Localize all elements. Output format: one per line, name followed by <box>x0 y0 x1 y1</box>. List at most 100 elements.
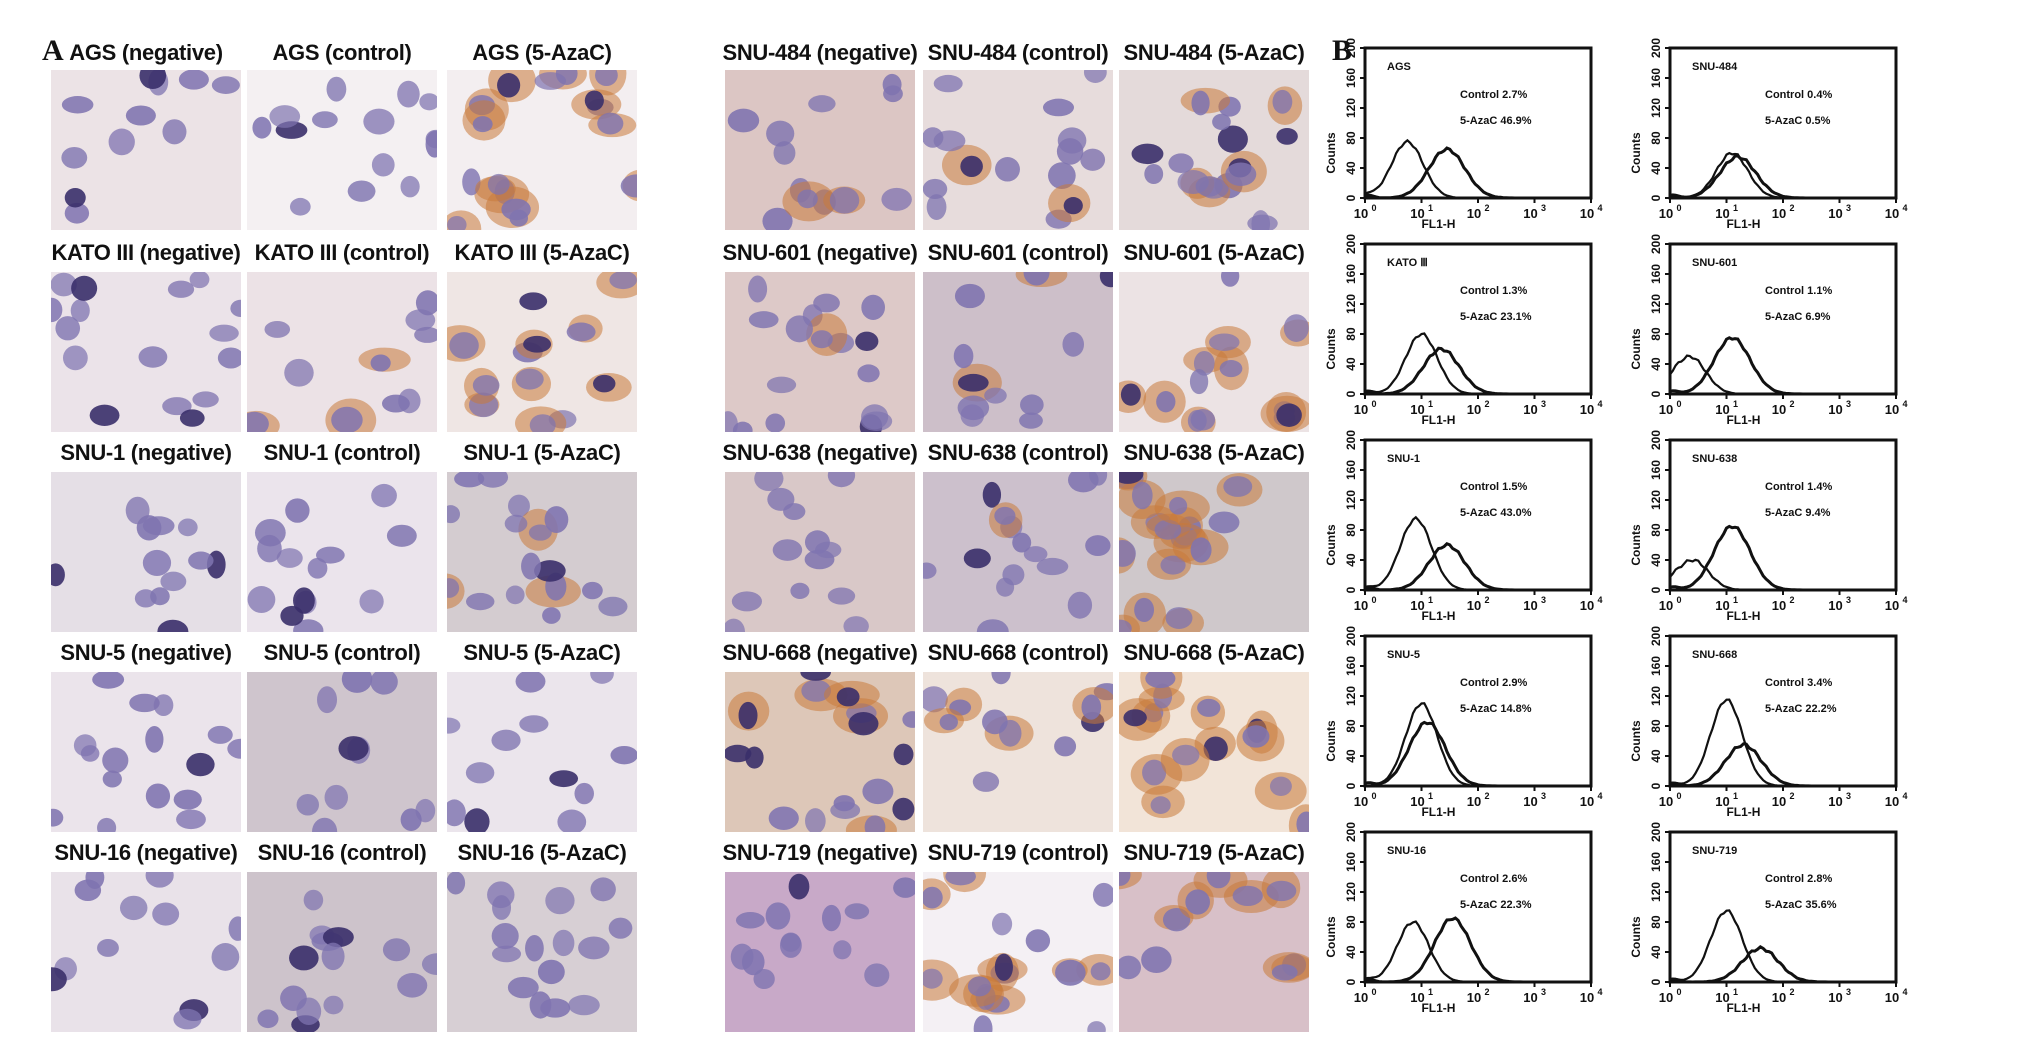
right-micrograph-r5-c1 <box>725 872 915 1032</box>
cell-nucleus <box>923 886 943 909</box>
y-tick-label: 40 <box>1649 749 1663 763</box>
x-axis-label: FL1-H <box>1726 609 1760 623</box>
y-axis-label: Counts <box>1324 720 1338 762</box>
cell-nucleus <box>1266 880 1297 902</box>
cell-nucleus <box>400 175 420 198</box>
y-tick-label: 200 <box>1649 626 1663 646</box>
cell-nucleus <box>582 581 603 600</box>
cell-nucleus <box>1087 1021 1106 1032</box>
y-tick-label: 120 <box>1344 294 1358 314</box>
cell-nucleus <box>521 552 541 580</box>
cell-nucleus <box>316 546 345 564</box>
histogram-10: 0 40 80 120 160 200 Counts 10 0 10 1 10 2 10 3 10 4 FL1-H… <box>1625 822 1921 1037</box>
left-caption-r5-c2: SNU-16 (control) <box>257 840 427 865</box>
x-tick-label: 10 <box>1410 402 1424 417</box>
cell-nucleus <box>359 589 384 614</box>
cell-nucleus <box>371 153 395 177</box>
x-tick-exponent: 0 <box>1371 399 1376 409</box>
cell-nucleus <box>984 387 1007 404</box>
y-tick-label: 80 <box>1344 327 1358 341</box>
right-caption-r4-c1: SNU-668 (negative) <box>722 640 918 665</box>
cell-nucleus <box>97 817 117 832</box>
cell-nucleus <box>491 945 522 963</box>
cell-nucleus <box>51 808 64 827</box>
cell-nucleus <box>472 375 500 396</box>
cell-nucleus <box>447 578 460 598</box>
x-tick-label: 10 <box>1354 206 1368 221</box>
cell-nucleus <box>64 188 86 208</box>
cell-nucleus <box>957 373 989 392</box>
cell-nucleus <box>976 619 1009 632</box>
cell-nucleus <box>326 76 347 102</box>
cell-nucleus <box>269 105 301 128</box>
x-tick-exponent: 0 <box>1676 595 1681 605</box>
cell-nucleus <box>1019 412 1043 429</box>
cell-nucleus <box>765 413 786 432</box>
x-tick-exponent: 4 <box>1902 203 1907 213</box>
x-tick-exponent: 2 <box>1484 399 1489 409</box>
cell-nucleus <box>1119 872 1131 886</box>
azac-percent: 5-AzaC 23.1% <box>1460 311 1532 323</box>
right-caption-r1-c2: SNU-484 (control) <box>927 40 1109 65</box>
cell-nucleus <box>1080 148 1106 171</box>
y-tick-label: 40 <box>1344 945 1358 959</box>
cell-nucleus <box>748 311 779 329</box>
x-tick-exponent: 0 <box>1676 791 1681 801</box>
x-tick-exponent: 3 <box>1846 791 1851 801</box>
cell-nucleus <box>145 725 164 753</box>
right-micrograph-r3-c1 <box>725 472 915 632</box>
x-tick-exponent: 1 <box>1428 203 1433 213</box>
cell-nucleus <box>725 618 745 632</box>
y-tick-label: 40 <box>1344 161 1358 175</box>
cell-nucleus <box>1056 138 1084 165</box>
cell-nucleus <box>51 967 67 992</box>
left-caption-r4-c2: SNU-5 (control) <box>263 640 421 665</box>
x-tick-label: 10 <box>1772 402 1786 417</box>
cell-nucleus <box>864 815 886 832</box>
x-tick-exponent: 2 <box>1789 399 1794 409</box>
histogram-curve-azac <box>1669 742 1896 788</box>
x-tick-exponent: 2 <box>1789 203 1794 213</box>
cell-nucleus <box>421 953 437 975</box>
x-tick-exponent: 0 <box>1371 987 1376 997</box>
cell-nucleus <box>51 297 63 323</box>
cell-nucleus <box>55 316 81 341</box>
cell-nucleus <box>293 587 315 614</box>
cell-nucleus <box>738 701 758 730</box>
histogram-curve-azac <box>1364 146 1591 200</box>
x-tick-exponent: 0 <box>1371 203 1376 213</box>
histogram-7: 0 40 80 120 160 200 Counts 10 0 10 1 10 2 10 3 10 4 FL1-H… <box>1320 626 1616 841</box>
cell-nucleus <box>303 889 324 911</box>
cell-nucleus <box>883 85 903 103</box>
cell-nucleus <box>1296 811 1309 832</box>
cell-nucleus <box>808 95 836 113</box>
cell-nucleus <box>1067 591 1093 619</box>
cell-nucleus <box>449 332 479 359</box>
cell-nucleus <box>963 548 991 569</box>
cell-nucleus <box>1283 314 1309 342</box>
azac-percent: 5-AzaC 0.5% <box>1765 115 1831 127</box>
cell-nucleus <box>753 968 775 990</box>
cell-nucleus <box>142 549 172 576</box>
x-tick-label: 10 <box>1659 402 1673 417</box>
y-tick-label: 200 <box>1649 430 1663 450</box>
cell-nucleus <box>1208 511 1240 534</box>
histogram-title: SNU-1 <box>1387 453 1420 465</box>
x-tick-exponent: 0 <box>1676 203 1681 213</box>
x-tick-label: 10 <box>1354 402 1368 417</box>
cell-nucleus <box>425 129 437 149</box>
right-micrograph-r4-c3 <box>1119 672 1309 832</box>
cell-nucleus <box>1169 497 1188 515</box>
left-caption-r3-c1: SNU-1 (negative) <box>60 440 232 465</box>
cell-nucleus <box>179 409 205 427</box>
cell-nucleus <box>1165 607 1193 629</box>
x-tick-exponent: 4 <box>1597 987 1602 997</box>
cell-nucleus <box>51 272 77 297</box>
cell-nucleus <box>1083 70 1107 83</box>
cell-nucleus <box>843 616 869 632</box>
y-tick-label: 160 <box>1344 460 1358 480</box>
cell-nucleus <box>995 157 1020 182</box>
cell-nucleus <box>492 895 512 920</box>
cell-nucleus <box>1085 535 1111 557</box>
x-tick-label: 10 <box>1828 990 1842 1005</box>
